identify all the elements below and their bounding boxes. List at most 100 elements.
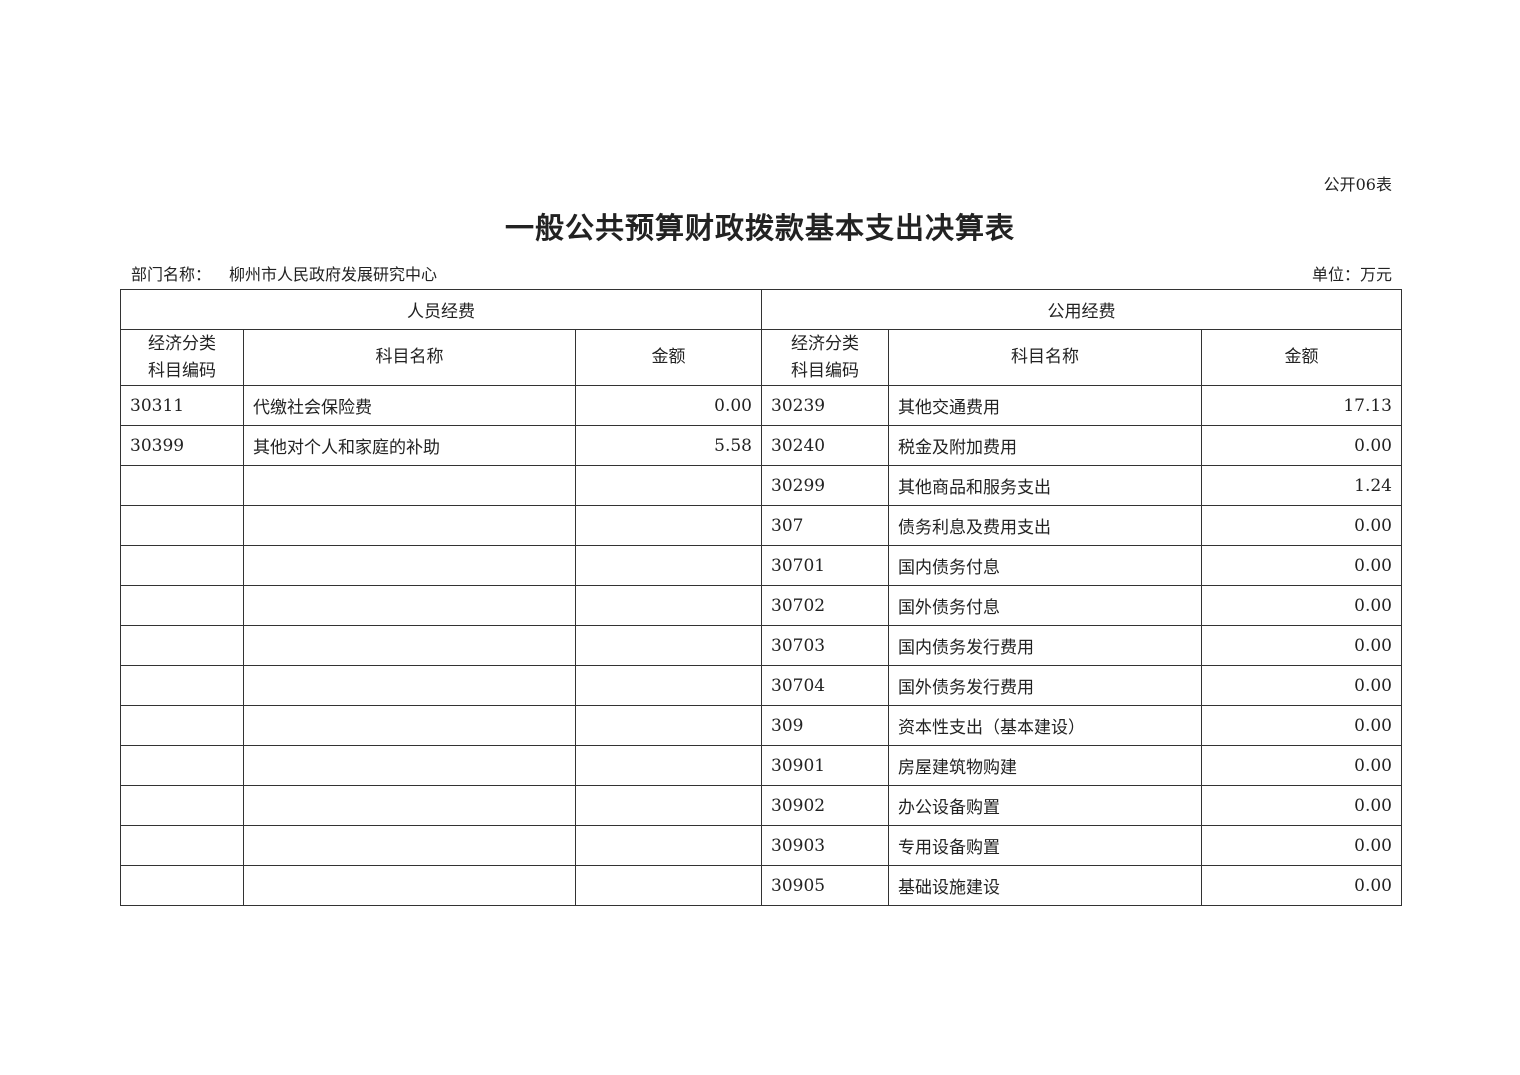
personnel-amount-cell — [575, 505, 762, 546]
public-code-cell: 30905 — [761, 865, 889, 906]
column-header-code: 经济分类 科目编码 — [761, 329, 889, 386]
unit-label: 单位：万元 — [1311, 265, 1392, 284]
public-name-cell: 基础设施建设 — [888, 865, 1202, 906]
public-code-cell: 30702 — [761, 585, 889, 626]
public-name-cell: 资本性支出（基本建设） — [888, 705, 1202, 746]
public-code-cell: 30299 — [761, 465, 889, 506]
table-row: 30903 专用设备购置 0.00 — [120, 825, 1402, 866]
public-name-cell: 办公设备购置 — [888, 785, 1202, 826]
personnel-amount-cell — [575, 745, 762, 786]
form-number: 公开06表 — [1323, 175, 1392, 194]
personnel-code-cell — [120, 825, 244, 866]
personnel-amount-cell — [575, 705, 762, 746]
personnel-name-cell — [243, 465, 576, 506]
public-name-cell: 专用设备购置 — [888, 825, 1202, 866]
expenditure-table: 人员经费 公用经费 经济分类 科目编码 科目名称 金额 经济分类 科目编码 科目名称… — [120, 289, 1402, 906]
public-name-cell: 其他商品和服务支出 — [888, 465, 1202, 506]
group-header-personnel: 人员经费 — [120, 289, 762, 330]
public-name-cell: 国外债务发行费用 — [888, 665, 1202, 706]
public-amount-cell: 0.00 — [1201, 865, 1402, 906]
personnel-code-cell — [120, 625, 244, 666]
personnel-name-cell — [243, 625, 576, 666]
code-header-line2: 科目编码 — [148, 360, 216, 381]
public-amount-cell: 0.00 — [1201, 665, 1402, 706]
personnel-name-cell — [243, 785, 576, 826]
group-header-row: 人员经费 公用经费 — [120, 289, 1402, 330]
personnel-amount-cell — [575, 785, 762, 826]
personnel-name-cell — [243, 865, 576, 906]
public-amount-cell: 0.00 — [1201, 505, 1402, 546]
personnel-code-cell: 30311 — [120, 385, 244, 426]
public-name-cell: 国内债务发行费用 — [888, 625, 1202, 666]
personnel-code-cell — [120, 785, 244, 826]
column-header-row: 经济分类 科目编码 科目名称 金额 经济分类 科目编码 科目名称 金额 — [120, 329, 1402, 386]
personnel-amount-cell — [575, 625, 762, 666]
public-amount-cell: 0.00 — [1201, 545, 1402, 586]
public-name-cell: 税金及附加费用 — [888, 425, 1202, 466]
personnel-name-cell — [243, 545, 576, 586]
public-code-cell: 30704 — [761, 665, 889, 706]
table-row: 30902 办公设备购置 0.00 — [120, 785, 1402, 826]
public-name-cell: 债务利息及费用支出 — [888, 505, 1202, 546]
public-amount-cell: 0.00 — [1201, 705, 1402, 746]
public-code-cell: 309 — [761, 705, 889, 746]
public-code-cell: 30701 — [761, 545, 889, 586]
personnel-code-cell — [120, 505, 244, 546]
table-row: 30704 国外债务发行费用 0.00 — [120, 665, 1402, 706]
public-amount-cell: 0.00 — [1201, 825, 1402, 866]
public-name-cell: 国内债务付息 — [888, 545, 1202, 586]
personnel-name-cell — [243, 585, 576, 626]
public-code-cell: 30240 — [761, 425, 889, 466]
public-amount-cell: 0.00 — [1201, 625, 1402, 666]
page-title: 一般公共预算财政拨款基本支出决算表 — [504, 211, 1015, 245]
public-code-cell: 30901 — [761, 745, 889, 786]
personnel-code-cell — [120, 545, 244, 586]
public-code-cell: 30902 — [761, 785, 889, 826]
public-code-cell: 30239 — [761, 385, 889, 426]
department-label: 部门名称： — [131, 265, 212, 284]
table-row: 30299 其他商品和服务支出 1.24 — [120, 465, 1402, 506]
personnel-code-cell — [120, 665, 244, 706]
public-amount-cell: 17.13 — [1201, 385, 1402, 426]
personnel-amount-cell — [575, 585, 762, 626]
code-header-line1: 经济分类 — [148, 333, 216, 354]
personnel-amount-cell: 5.58 — [575, 425, 762, 466]
table-row: 30702 国外债务付息 0.00 — [120, 585, 1402, 626]
personnel-name-cell: 代缴社会保险费 — [243, 385, 576, 426]
personnel-amount-cell — [575, 865, 762, 906]
personnel-amount-cell — [575, 545, 762, 586]
table-row: 30701 国内债务付息 0.00 — [120, 545, 1402, 586]
personnel-name-cell — [243, 825, 576, 866]
column-header-amount: 金额 — [575, 329, 762, 386]
table-row: 30703 国内债务发行费用 0.00 — [120, 625, 1402, 666]
table-row: 30311 代缴社会保险费 0.00 30239 其他交通费用 17.13 — [120, 385, 1402, 426]
personnel-name-cell — [243, 745, 576, 786]
department-info: 部门名称： 柳州市人民政府发展研究中心 — [131, 261, 437, 285]
column-header-amount: 金额 — [1201, 329, 1402, 386]
public-code-cell: 307 — [761, 505, 889, 546]
public-amount-cell: 0.00 — [1201, 745, 1402, 786]
public-name-cell: 其他交通费用 — [888, 385, 1202, 426]
personnel-amount-cell: 0.00 — [575, 385, 762, 426]
personnel-name-cell: 其他对个人和家庭的补助 — [243, 425, 576, 466]
personnel-code-cell: 30399 — [120, 425, 244, 466]
personnel-code-cell — [120, 705, 244, 746]
column-header-name: 科目名称 — [243, 329, 576, 386]
group-header-public: 公用经费 — [761, 289, 1402, 330]
public-code-cell: 30703 — [761, 625, 889, 666]
personnel-code-cell — [120, 865, 244, 906]
personnel-name-cell — [243, 505, 576, 546]
table-row: 30901 房屋建筑物购建 0.00 — [120, 745, 1402, 786]
personnel-amount-cell — [575, 665, 762, 706]
public-amount-cell: 1.24 — [1201, 465, 1402, 506]
table-row: 30399 其他对个人和家庭的补助 5.58 30240 税金及附加费用 0.00 — [120, 425, 1402, 466]
code-header-line1: 经济分类 — [791, 333, 859, 354]
personnel-name-cell — [243, 705, 576, 746]
public-amount-cell: 0.00 — [1201, 585, 1402, 626]
personnel-amount-cell — [575, 825, 762, 866]
public-name-cell: 房屋建筑物购建 — [888, 745, 1202, 786]
public-name-cell: 国外债务付息 — [888, 585, 1202, 626]
table-row: 309 资本性支出（基本建设） 0.00 — [120, 705, 1402, 746]
personnel-code-cell — [120, 465, 244, 506]
personnel-name-cell — [243, 665, 576, 706]
